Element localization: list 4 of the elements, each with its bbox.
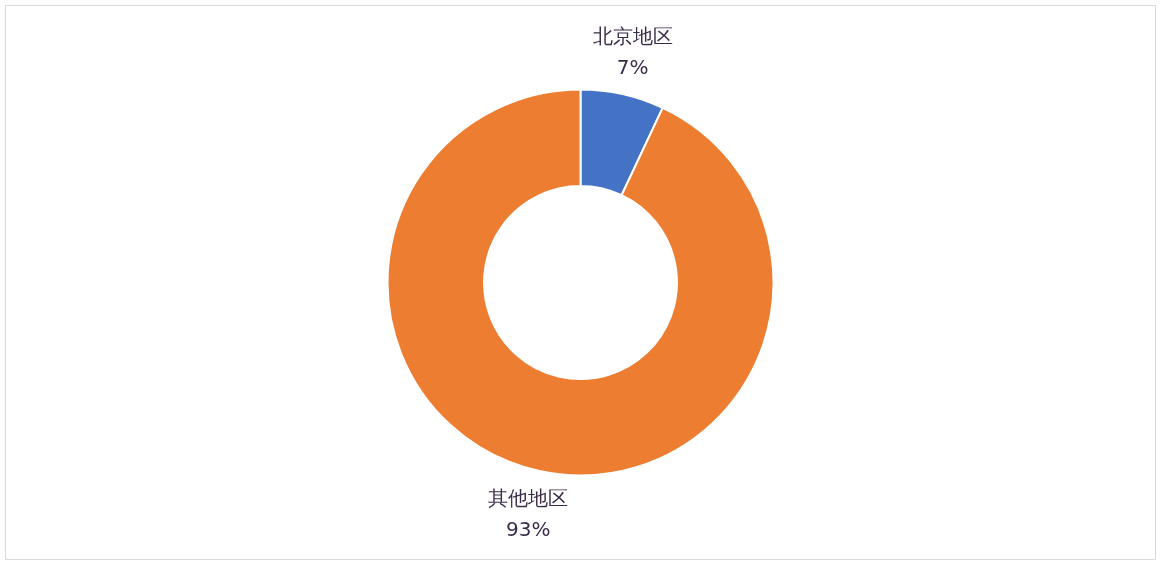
data-label: 93% (506, 517, 551, 542)
data-label: 7% (616, 54, 649, 79)
slice-label: 其他地区 (488, 486, 569, 511)
slice-label: 北京地区 (592, 23, 673, 48)
